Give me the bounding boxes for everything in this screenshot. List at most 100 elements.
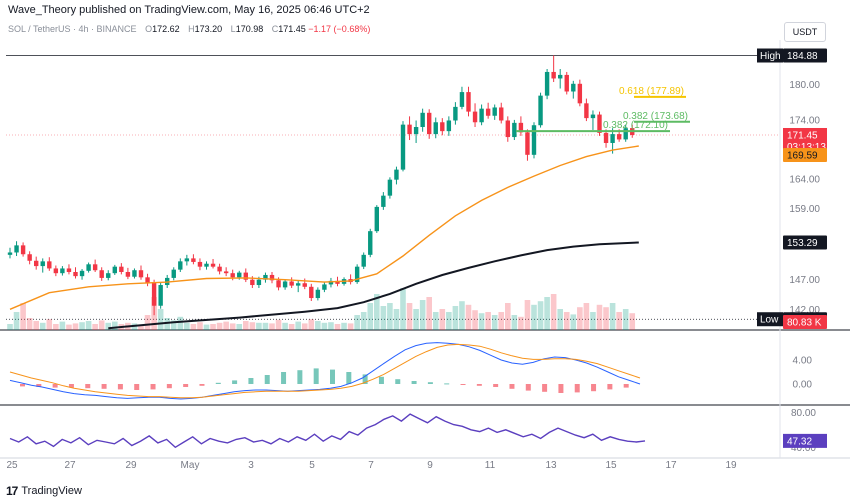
macd-histogram-bar bbox=[509, 384, 515, 389]
rsi-tag: 47.32 bbox=[787, 436, 812, 447]
candle bbox=[374, 206, 379, 232]
candle bbox=[296, 283, 301, 286]
volume-bar bbox=[400, 288, 406, 330]
candle bbox=[571, 83, 576, 92]
candle bbox=[387, 179, 393, 196]
volume-bar bbox=[387, 303, 393, 330]
high-value-tag: 184.88 bbox=[787, 51, 818, 62]
rsi-line bbox=[9, 413, 646, 449]
candle bbox=[53, 268, 59, 274]
time-tick-label: 3 bbox=[248, 460, 254, 471]
macd-histogram-bar bbox=[460, 384, 466, 385]
volume-bar bbox=[360, 312, 367, 330]
candle bbox=[92, 264, 98, 271]
volume-bar bbox=[393, 309, 400, 330]
macd-histogram-bar bbox=[117, 384, 123, 390]
time-tick-label: 25 bbox=[6, 460, 18, 471]
high-label: H bbox=[188, 24, 195, 34]
symbol-name[interactable]: SOL / TetherUS · 4h · BINANCE bbox=[8, 24, 137, 34]
candle bbox=[531, 125, 537, 155]
price-tick-label: 142.00 bbox=[789, 305, 820, 316]
symbol-legend: SOL / TetherUS · 4h · BINANCE O172.62 H1… bbox=[8, 24, 370, 34]
volume-bar bbox=[105, 322, 112, 330]
volume-bar bbox=[170, 320, 177, 330]
price-tick-label: 174.00 bbox=[789, 115, 820, 126]
candle bbox=[354, 266, 360, 283]
candle bbox=[47, 261, 52, 269]
volume-bar bbox=[406, 303, 413, 330]
fib-level-label: 0.618 (177.89) bbox=[619, 86, 684, 97]
macd-histogram-bar bbox=[297, 370, 303, 384]
macd-signal-line bbox=[9, 343, 641, 399]
volume-bar bbox=[491, 315, 498, 330]
volume-bar bbox=[138, 324, 144, 330]
time-tick-label: 15 bbox=[605, 460, 617, 471]
candle bbox=[34, 260, 39, 267]
candle bbox=[525, 132, 530, 155]
volume-bar bbox=[577, 307, 583, 330]
volume-bar bbox=[439, 309, 446, 330]
candle bbox=[597, 114, 602, 133]
price-tick-label: 164.00 bbox=[789, 175, 820, 186]
candle bbox=[472, 111, 478, 123]
macd-histogram-bar bbox=[264, 375, 270, 384]
candle bbox=[106, 273, 111, 278]
volume-bar bbox=[236, 324, 243, 330]
volume-bar bbox=[66, 324, 72, 330]
macd-histogram-bar bbox=[166, 384, 172, 389]
time-tick-label: 17 bbox=[665, 460, 677, 471]
volume-bar bbox=[98, 320, 105, 330]
volume-bar bbox=[419, 300, 426, 330]
candle bbox=[99, 270, 104, 278]
macd-histogram-bar bbox=[85, 384, 91, 389]
candle bbox=[459, 92, 465, 107]
volume-bar bbox=[288, 324, 295, 330]
volume-bar bbox=[380, 306, 387, 330]
volume-bar bbox=[459, 301, 465, 330]
macd-histogram-bar bbox=[215, 382, 221, 384]
price-axis: 180.00 174.00 164.00 159.00 147.00 142.00 bbox=[789, 80, 820, 316]
volume-bar bbox=[308, 319, 315, 330]
volume-bar bbox=[282, 322, 288, 330]
candle bbox=[616, 134, 622, 140]
moving-averages bbox=[9, 145, 639, 330]
volume-bar bbox=[144, 315, 151, 330]
volume-bar bbox=[432, 312, 439, 330]
macd-histogram-bar bbox=[330, 369, 335, 384]
volume-bar bbox=[7, 324, 13, 330]
macd-histogram-bar bbox=[150, 384, 156, 390]
volume-bar bbox=[413, 309, 419, 330]
high-label-bg bbox=[757, 48, 783, 63]
grid-lines bbox=[0, 40, 850, 459]
candle bbox=[427, 112, 432, 135]
candle bbox=[112, 266, 117, 274]
high-value: 173.20 bbox=[194, 24, 223, 34]
candle bbox=[361, 254, 366, 267]
macd-histogram-bar bbox=[346, 372, 352, 384]
countdown-tag: 03:13:13 bbox=[787, 142, 826, 153]
candle bbox=[492, 107, 497, 116]
candle bbox=[20, 245, 26, 255]
volume-bar bbox=[596, 304, 603, 330]
candle bbox=[433, 122, 438, 135]
candle bbox=[158, 285, 163, 306]
macd-histogram-bar bbox=[395, 379, 401, 384]
candle bbox=[335, 280, 340, 284]
volume-bar bbox=[531, 304, 537, 330]
candle bbox=[518, 122, 524, 133]
candle bbox=[237, 272, 242, 278]
macd-histogram-bar bbox=[313, 368, 319, 384]
candle bbox=[499, 107, 504, 121]
candle bbox=[479, 108, 484, 123]
volume-tag-bg bbox=[783, 315, 827, 329]
volume-bar bbox=[563, 312, 570, 330]
volume-bar bbox=[46, 319, 53, 330]
macd-histogram-bar bbox=[525, 384, 531, 391]
candle bbox=[328, 280, 334, 285]
candle bbox=[230, 273, 235, 278]
candle bbox=[256, 279, 262, 286]
volume-bar bbox=[347, 323, 354, 330]
currency-button[interactable]: USDT bbox=[784, 22, 826, 42]
time-tick-label: 19 bbox=[725, 460, 737, 471]
